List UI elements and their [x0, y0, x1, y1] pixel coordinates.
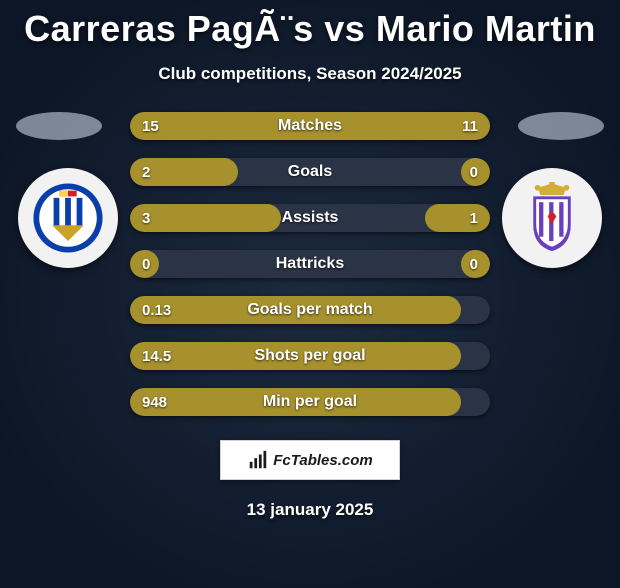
stat-row: 1511Matches [130, 112, 490, 140]
site-logo-text: FcTables.com [273, 452, 372, 469]
bar-fill-left [130, 296, 461, 324]
stat-row: 00Hattricks [130, 250, 490, 278]
bar-fill-left [130, 204, 281, 232]
bar-fill-left [130, 250, 159, 278]
bar-fill-right [425, 204, 490, 232]
bar-fill-right [303, 112, 490, 140]
bar-fill-right [461, 158, 490, 186]
bar-fill-right [461, 250, 490, 278]
stat-bars: 1511Matches 20Goals 31Assists 00Hattricks 0.… [130, 112, 490, 416]
site-logo: FcTables.com [220, 440, 400, 480]
page-date: 13 january 2025 [0, 500, 620, 520]
chart-icon [247, 449, 269, 471]
bar-fill-left [130, 388, 461, 416]
page-title: Carreras PagÃ¨s vs Mario Martin [0, 8, 620, 50]
bar-fill-left [130, 158, 238, 186]
stat-label: Hattricks [130, 250, 490, 278]
bar-fill-left [130, 342, 461, 370]
shadow-ellipse-left [16, 112, 102, 140]
espanyol-crest-icon [32, 182, 104, 254]
team-badge-right [502, 168, 602, 268]
stat-row: 948Min per goal [130, 388, 490, 416]
valladolid-crest-icon [516, 182, 588, 254]
stat-row: 31Assists [130, 204, 490, 232]
comparison-stage: 1511Matches 20Goals 31Assists 00Hattricks 0.… [0, 112, 620, 416]
stat-row: 20Goals [130, 158, 490, 186]
stat-row: 0.13Goals per match [130, 296, 490, 324]
team-badge-left [18, 168, 118, 268]
stat-row: 14.5Shots per goal [130, 342, 490, 370]
page-subtitle: Club competitions, Season 2024/2025 [0, 64, 620, 84]
shadow-ellipse-right [518, 112, 604, 140]
